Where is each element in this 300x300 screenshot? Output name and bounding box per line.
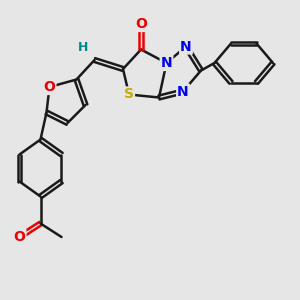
Text: N: N [161, 56, 172, 70]
Text: N: N [180, 40, 192, 53]
Text: O: O [14, 230, 26, 244]
Text: S: S [124, 88, 134, 101]
Text: H: H [78, 41, 88, 54]
Text: O: O [135, 17, 147, 31]
Text: O: O [44, 80, 56, 94]
Text: N: N [177, 85, 189, 98]
